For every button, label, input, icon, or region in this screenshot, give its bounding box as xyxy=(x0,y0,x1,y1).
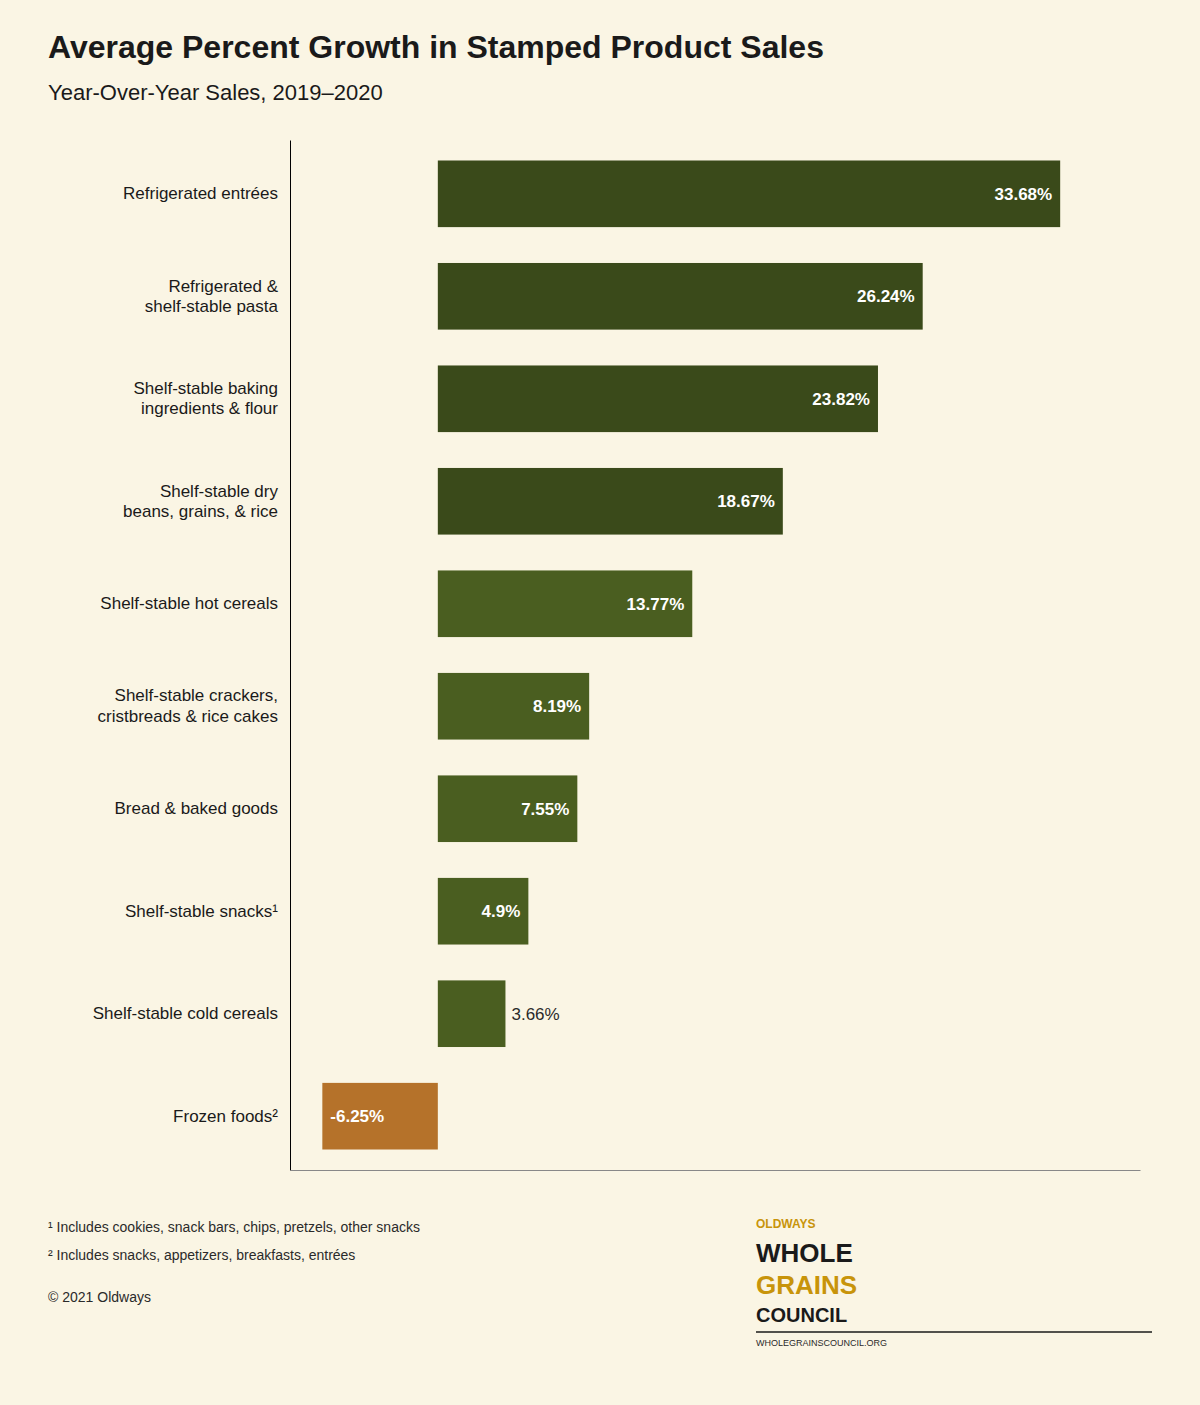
data-label: 18.67% xyxy=(717,492,775,511)
y-tick: Shelf-stable drybeans, grains, & rice xyxy=(123,482,290,521)
logo-text: COUNCIL xyxy=(756,1304,847,1326)
y-tick: Shelf-stable cold cereals xyxy=(93,1004,290,1023)
y-tick-label-line: Shelf-stable baking xyxy=(133,379,278,398)
logo-text: OLDWAYS xyxy=(756,1217,816,1231)
footnote: © 2021 Oldways xyxy=(48,1289,151,1305)
y-tick: Refrigerated &shelf-stable pasta xyxy=(145,277,290,316)
y-tick-label: Refrigerated &shelf-stable pasta xyxy=(145,277,279,316)
data-label: 7.55% xyxy=(521,800,569,819)
data-label: 23.82% xyxy=(812,390,870,409)
bar xyxy=(438,365,878,432)
y-tick: Shelf-stable bakingingredients & flour xyxy=(133,379,290,418)
footnote: ² Includes snacks, appetizers, breakfast… xyxy=(48,1247,355,1263)
y-tick: Refrigerated entrées xyxy=(123,184,290,203)
y-tick: Shelf-stable snacks¹ xyxy=(125,902,290,921)
y-tick-label: Bread & baked goods xyxy=(114,799,278,818)
y-tick-label-line: Refrigerated & xyxy=(168,277,278,296)
y-tick: Frozen foods² xyxy=(173,1107,290,1126)
y-tick-label-line: cristbreads & rice cakes xyxy=(98,707,278,726)
y-axis: Refrigerated entrées Refrigerated &shelf-… xyxy=(93,141,291,1171)
y-tick-label: Shelf-stable crackers, cristbreads & rice… xyxy=(98,686,278,725)
y-tick-label-line: Shelf-stable hot cereals xyxy=(100,594,278,613)
bar xyxy=(438,673,589,740)
bar xyxy=(438,980,506,1047)
y-tick-label-line: beans, grains, & rice xyxy=(123,502,278,521)
y-tick-label: Shelf-stable cold cereals xyxy=(93,1004,278,1023)
bar xyxy=(322,1083,437,1150)
y-tick-label-line: Shelf-stable cold cereals xyxy=(93,1004,278,1023)
y-tick-label: Shelf-stable bakingingredients & flour xyxy=(133,379,278,418)
y-tick: Shelf-stable crackers, cristbreads & rice… xyxy=(98,686,290,725)
data-label: 8.19% xyxy=(533,697,581,716)
y-tick-label: Frozen foods² xyxy=(173,1107,278,1126)
bar xyxy=(438,775,578,842)
y-tick-label-line: Bread & baked goods xyxy=(114,799,278,818)
bar xyxy=(438,263,923,330)
data-label: 3.66% xyxy=(511,1005,559,1024)
y-tick-label: Refrigerated entrées xyxy=(123,184,278,203)
x-axis-line xyxy=(291,1170,1141,1171)
data-label: 26.24% xyxy=(857,287,915,306)
y-tick-label: Shelf-stable snacks¹ xyxy=(125,902,278,921)
y-tick: Shelf-stable hot cereals xyxy=(100,594,290,613)
data-label: 13.77% xyxy=(627,595,685,614)
bars xyxy=(322,160,1060,1149)
data-label: 4.9% xyxy=(482,902,521,921)
bar xyxy=(438,570,692,637)
y-tick-label-line: Refrigerated entrées xyxy=(123,184,278,203)
footnote: ¹ Includes cookies, snack bars, chips, p… xyxy=(48,1219,420,1235)
data-label: 33.68% xyxy=(995,185,1053,204)
y-tick-label-line: Shelf-stable dry xyxy=(160,482,279,501)
y-tick: Bread & baked goods xyxy=(114,799,290,818)
logo: OLDWAYS WHOLEGRAINS COUNCIL WHOLEGRAINSCOUN… xyxy=(756,1217,1152,1348)
bar xyxy=(438,160,1060,227)
y-tick-label-line: Shelf-stable snacks¹ xyxy=(125,902,278,921)
chart: Average Percent Growth in Stamped Produc… xyxy=(0,0,1200,1405)
logo-text: WHOLEGRAINSCOUNCIL.ORG xyxy=(756,1338,887,1348)
title: Average Percent Growth in Stamped Produc… xyxy=(48,29,824,65)
data-label: -6.25% xyxy=(330,1107,384,1126)
footnotes: ¹ Includes cookies, snack bars, chips, p… xyxy=(48,1219,420,1305)
y-axis-line xyxy=(290,141,291,1171)
bar xyxy=(438,878,529,945)
plot: Refrigerated entrées Refrigerated &shelf-… xyxy=(93,141,1141,1171)
y-tick-label: Shelf-stable hot cereals xyxy=(100,594,278,613)
data-labels: 33.68% 26.24% 23.82% 18.67% 13.77% 8.19% 7.55%… xyxy=(330,185,1052,1126)
x-axis xyxy=(291,1170,1141,1171)
bar xyxy=(438,468,783,535)
y-tick-label-line: shelf-stable pasta xyxy=(145,297,279,316)
y-tick-label-line: ingredients & flour xyxy=(141,399,278,418)
logo-text: GRAINS xyxy=(756,1270,857,1300)
y-tick-label-line: Shelf-stable crackers, xyxy=(115,686,278,705)
y-tick-label-line: Frozen foods² xyxy=(173,1107,278,1126)
y-tick-label: Shelf-stable drybeans, grains, & rice xyxy=(123,482,278,521)
logo-text: WHOLE xyxy=(756,1238,853,1268)
subtitle: Year-Over-Year Sales, 2019–2020 xyxy=(48,80,383,105)
logo-rule xyxy=(756,1331,1152,1333)
